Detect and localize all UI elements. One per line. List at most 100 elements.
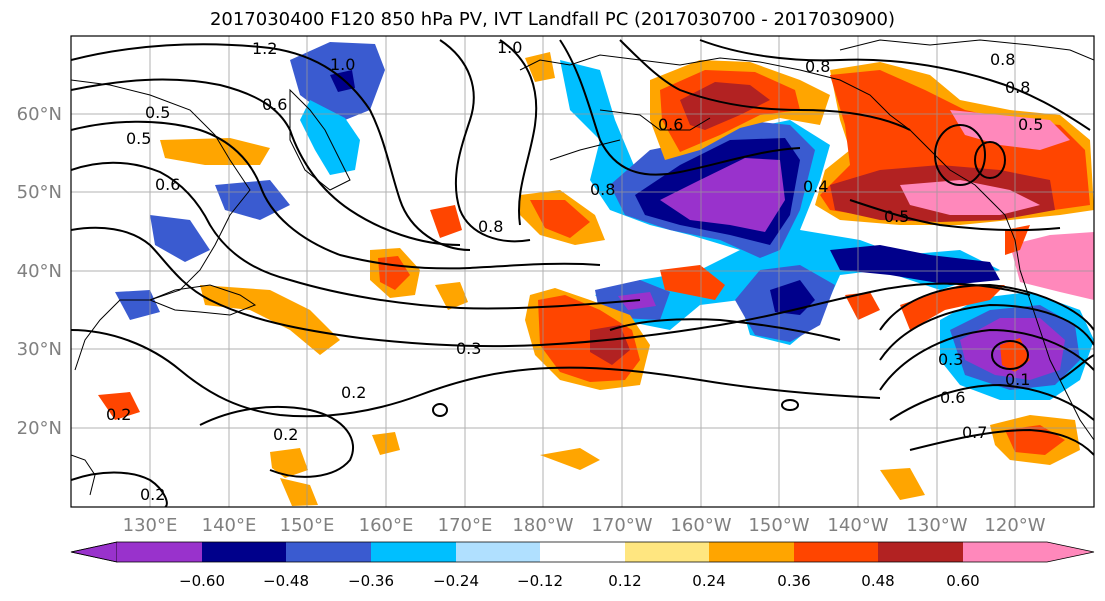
contour-label: 0.8 (805, 57, 830, 76)
contour-label: 0.1 (1005, 370, 1030, 389)
neg-anomaly-kamchatka-edge (300, 100, 360, 175)
lon-label: 150°W (748, 515, 809, 536)
pos-anomaly-dateline-north-mid (530, 200, 590, 238)
contour-label: 0.3 (938, 350, 963, 369)
pos-anomaly-gulf-of-alaska-core (680, 82, 770, 130)
coastlines (71, 39, 1094, 496)
contour-label: 0.2 (140, 485, 165, 504)
pos-anomaly-east-pacific (660, 265, 725, 300)
colorbar-tick: 0.60 (946, 572, 979, 590)
colorbar-swatch (117, 542, 202, 562)
contour-label: 0.6 (940, 388, 965, 407)
pos-anomaly-central-south (435, 282, 468, 310)
contour-label: 0.5 (1018, 115, 1043, 134)
colorbar-swatch (540, 542, 625, 562)
lon-label: 130°E (123, 515, 178, 536)
colorbar-swatch (709, 542, 794, 562)
colorbar-right-extension (963, 542, 1094, 562)
map-title: 2017030400 F120 850 hPa PV, IVT Landfall… (209, 9, 896, 30)
pos-anomaly-west-us-edge (1005, 225, 1030, 255)
pv-contours-small (432, 124, 1029, 417)
longitude-labels: 130°E 140°E 150°E 160°E 170°E 180°W 170°… (123, 515, 1046, 536)
contour-label: 0.8 (990, 50, 1015, 69)
colorbar-tick: 0.24 (692, 572, 725, 590)
contour-label: 0.2 (273, 425, 298, 444)
lat-label: 40°N (17, 261, 62, 282)
pos-anomaly-subtropic-2 (280, 478, 318, 506)
neg-anomaly-alaska-core (660, 158, 785, 232)
contour-label: 0.6 (658, 115, 683, 134)
contour-label: 0.2 (106, 405, 131, 424)
contour-label: 1.0 (497, 38, 522, 57)
colorbar-left-extension (70, 541, 118, 563)
pos-anomaly-ne-asia (160, 138, 270, 165)
colorbar-tick: 0.12 (608, 572, 641, 590)
contour-label: 0.3 (456, 339, 481, 358)
neg-anomaly-sakhalin (150, 215, 210, 262)
lon-label: 140°W (827, 515, 888, 536)
lat-label: 50°N (17, 182, 62, 203)
colorbar-swatch (794, 542, 878, 562)
colorbar-tick: 0.48 (861, 572, 894, 590)
colorbar-tick: −0.36 (348, 572, 394, 590)
lon-label: 170°W (591, 515, 652, 536)
lon-label: 120°W (984, 515, 1045, 536)
pos-anomaly-east-of-japan (200, 285, 340, 355)
colorbar-swatch (625, 542, 709, 562)
contour-label: 0.5 (884, 207, 909, 226)
colorbar-swatch (286, 542, 371, 562)
pos-anomaly-bc (950, 110, 1070, 150)
neg-anomaly-kamchatka-core (330, 70, 355, 92)
contour-label: 0.6 (262, 95, 287, 114)
pos-anomaly-east-pacific-2 (845, 292, 880, 320)
pos-anomaly-far-north (525, 52, 555, 82)
lat-label: 60°N (17, 104, 62, 125)
latitude-labels: 60°N 50°N 40°N 30°N 20°N (17, 104, 62, 439)
colorbar-tick: −0.12 (517, 572, 563, 590)
colorbar-swatch (371, 542, 456, 562)
colorbar-tick: 0.36 (777, 572, 810, 590)
contour-label: 0.5 (126, 129, 151, 148)
colorbar: −0.60 −0.48 −0.36 −0.24 −0.12 0.12 0.24 … (70, 541, 1095, 590)
colorbar-swatch (456, 542, 540, 562)
lon-label: 150°E (280, 515, 335, 536)
lon-label: 160°W (670, 515, 731, 536)
graticule (71, 36, 1094, 507)
colorbar-tick-labels: −0.60 −0.48 −0.36 −0.24 −0.12 0.12 0.24 … (179, 572, 980, 590)
pos-anomaly-dateline-south-core (590, 325, 630, 365)
neg-anomaly-band (830, 245, 1000, 285)
contour-labels: 1.2 1.0 1.0 0.6 0.5 0.6 0.5 0.8 0.8 0.8 … (106, 38, 1043, 504)
pv-contours (71, 39, 1094, 507)
pos-anomaly-canada-core (900, 180, 1040, 215)
pos-anomaly-subtropic-4 (98, 392, 140, 420)
contour-label: 0.2 (341, 383, 366, 402)
map-frame (70, 35, 1095, 508)
neg-anomaly-ne-pacific-core (770, 280, 815, 315)
colorbar-swatch (878, 542, 963, 562)
pos-anomaly-subtropic-6 (880, 468, 925, 500)
lat-label: 20°N (17, 418, 62, 439)
contour-label: 0.8 (590, 180, 615, 199)
contour-label: 0.5 (145, 103, 170, 122)
colorbar-tick: −0.24 (433, 572, 479, 590)
lon-label: 160°E (359, 515, 414, 536)
lon-label: 130°W (906, 515, 967, 536)
colorbar-tick: −0.60 (179, 572, 225, 590)
lon-label: 180°W (512, 515, 573, 536)
contour-label: 0.7 (962, 423, 987, 442)
lon-label: 170°E (438, 515, 493, 536)
contour-label: 0.6 (155, 175, 180, 194)
colorbar-tick: −0.48 (263, 572, 309, 590)
pos-anomaly-west-us (1010, 232, 1094, 300)
colorbar-swatch (202, 542, 286, 562)
neg-anomaly-japan (115, 290, 160, 320)
contour-label: 0.8 (1005, 78, 1030, 97)
contour-label: 1.2 (252, 39, 277, 58)
lon-label: 140°E (202, 515, 257, 536)
pos-anomaly-subtropic-1 (270, 448, 308, 478)
contour-label: 0.4 (803, 177, 828, 196)
contour-label: 1.0 (330, 55, 355, 74)
pos-anomaly-subtropic-5 (540, 448, 600, 470)
contour-label: 0.8 (478, 217, 503, 236)
